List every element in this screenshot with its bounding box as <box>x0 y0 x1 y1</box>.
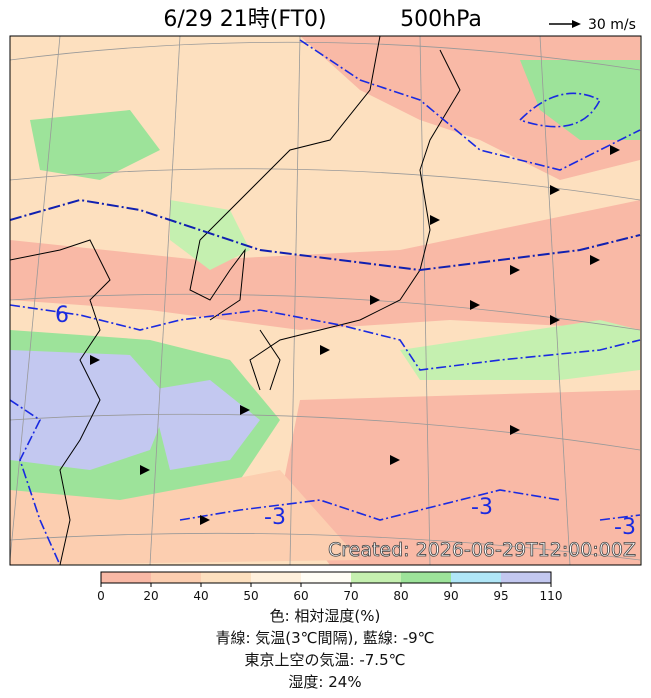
humid-area <box>520 60 640 140</box>
level: 500hPa <box>400 7 482 32</box>
contour-label: 6 <box>55 303 69 328</box>
contour-label: -3 <box>471 495 493 520</box>
colorbar-segment <box>401 572 451 583</box>
colorbar-segment <box>151 572 201 583</box>
colorbar-segment <box>351 572 401 583</box>
isotherm-9 <box>10 198 641 272</box>
colorbar-tick-label: 80 <box>393 589 408 603</box>
colorbar-segment <box>201 572 251 583</box>
colorbar: 0 20 40 50 60 70 80 90 95 110 <box>97 571 563 603</box>
contour-label: -3 <box>264 505 286 530</box>
humid-area <box>10 470 360 565</box>
contour-label: -3 <box>614 515 636 540</box>
colorbar-tick-label: 90 <box>443 589 458 603</box>
colorbar-tick-label: 0 <box>97 589 105 603</box>
humid-area <box>280 390 640 565</box>
caption: 東京上空の気温: -7.5℃ <box>245 651 406 669</box>
colorbar-segment <box>301 572 351 583</box>
map-frame <box>9 35 642 566</box>
humid-area <box>10 200 640 330</box>
humid-area <box>150 380 260 470</box>
colorbar-tick-label: 20 <box>143 589 158 603</box>
colorbar-frame <box>100 571 552 584</box>
humid-area <box>30 110 160 180</box>
caption: 色: 相対湿度(%) <box>270 607 381 625</box>
isotherm <box>10 39 641 565</box>
colorbar-tick-label: 95 <box>493 589 508 603</box>
colorbar-segment <box>451 572 501 583</box>
colorbar-tick-label: 70 <box>343 589 358 603</box>
caption: 青線: 気温(3℃間隔), 藍線: -9℃ <box>215 629 434 647</box>
colorbar-segment <box>501 572 551 583</box>
coastline <box>10 36 461 565</box>
humid-area <box>170 200 250 270</box>
graticule <box>10 36 641 565</box>
colorbar-tick-label: 60 <box>293 589 308 603</box>
wind-legend: 30 m/s <box>588 17 636 33</box>
colorbar-segment <box>251 572 301 583</box>
humid-area <box>10 350 170 470</box>
colorbar-segment <box>101 572 151 583</box>
colorbar-tick-label: 40 <box>193 589 208 603</box>
created-stamp: Created: 2026-06-29T12:00:00Z <box>328 539 636 561</box>
wind-arrows <box>90 145 620 525</box>
colorbar-tick-label: 110 <box>540 589 563 603</box>
colorbar-tick-label: 50 <box>243 589 258 603</box>
title: 6/29 21時(FT0) <box>163 7 326 32</box>
wind-legend-head <box>572 20 581 28</box>
caption: 湿度: 24% <box>288 673 361 691</box>
map: 6 -3 -3 -3 Created: 2026-06-29T12:00:00Z <box>9 35 642 566</box>
